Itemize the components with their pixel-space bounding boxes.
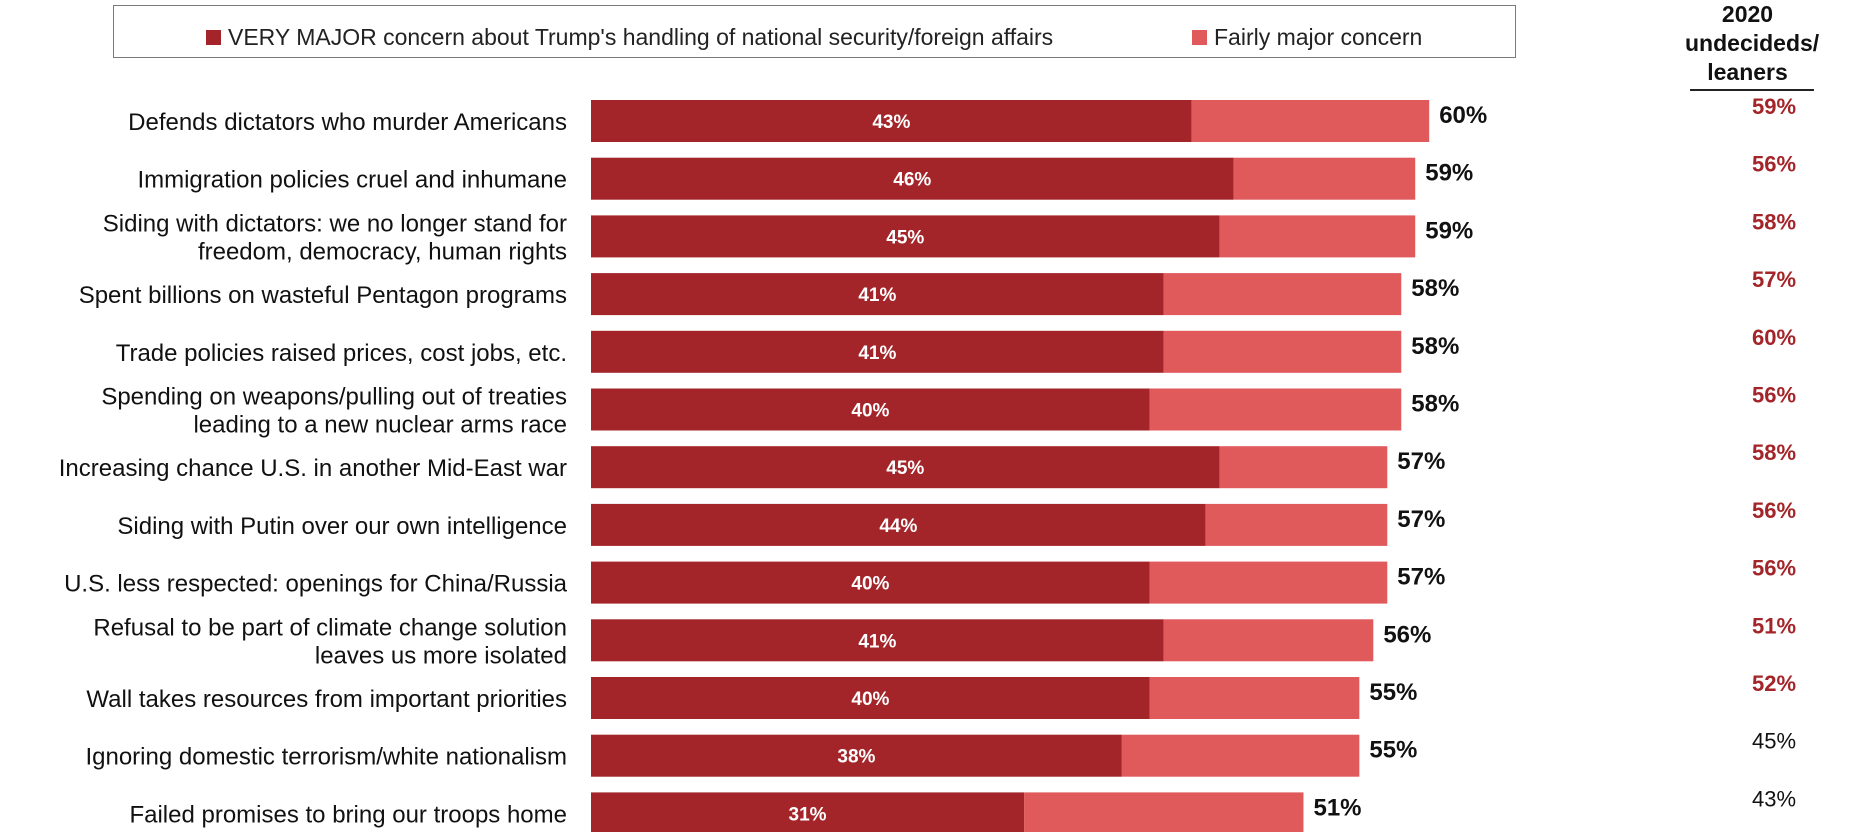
bar-value-label: 40% [851, 574, 889, 595]
undecided-value: 56% [1752, 383, 1796, 408]
category-label: Wall takes resources from important prio… [86, 686, 567, 713]
bar-value-label: 44% [879, 516, 917, 537]
bar-very-major [591, 388, 1150, 431]
legend-label-very-major: VERY MAJOR concern about Trump's handlin… [228, 24, 1054, 50]
undecided-value: 56% [1752, 498, 1796, 523]
bar-fairly-major [1149, 561, 1388, 604]
bar-total-label: 57% [1397, 506, 1445, 533]
legend-item-fairly-major: Fairly major concern [1192, 24, 1422, 51]
bar-fairly-major [1149, 677, 1360, 719]
side-header-line-1: 2020 [1721, 1, 1774, 27]
undecided-value: 56% [1752, 152, 1796, 177]
undecided-value: 51% [1752, 613, 1796, 638]
legend-item-very-major: VERY MAJOR concern about Trump's handlin… [206, 24, 1053, 51]
category-label: Increasing chance U.S. in another Mid-Ea… [59, 455, 567, 482]
bar-fairly-major [1163, 619, 1374, 662]
undecided-value: 57% [1752, 267, 1796, 292]
category-label: Immigration policies cruel and inhumane [137, 167, 567, 194]
bar-total-label: 58% [1411, 333, 1459, 360]
undecided-value: 59% [1752, 94, 1796, 119]
bar-fairly-major [1205, 503, 1388, 546]
bar-total-label: 57% [1397, 448, 1445, 475]
bar-value-label: 43% [872, 112, 910, 133]
bar-fairly-major [1163, 273, 1402, 316]
category-label: Failed promises to bring our troops home [129, 801, 567, 828]
bar-fairly-major [1191, 100, 1430, 142]
undecided-value: 45% [1752, 729, 1796, 754]
bar-total-label: 57% [1397, 564, 1445, 591]
bar-value-label: 31% [789, 804, 827, 825]
legend-swatch-fairly-major [1192, 30, 1207, 45]
bar-total-label: 55% [1369, 679, 1417, 706]
bar-value-label: 40% [851, 689, 889, 710]
undecided-value: 60% [1752, 325, 1796, 350]
category-label: Refusal to be part of climate change sol… [93, 614, 567, 641]
bar-total-label: 59% [1425, 217, 1473, 244]
bar-very-major [591, 157, 1234, 200]
undecided-value: 52% [1752, 671, 1796, 696]
bar-value-label: 38% [837, 747, 875, 768]
bar-total-label: 56% [1383, 621, 1431, 648]
category-label: Defends dictators who murder Americans [128, 109, 567, 136]
legend-label-fairly-major: Fairly major concern [1214, 24, 1423, 50]
bar-total-label: 55% [1369, 737, 1417, 764]
bar-fairly-major [1163, 330, 1402, 373]
bar-very-major [591, 446, 1220, 489]
bar-very-major [591, 561, 1150, 604]
category-label: Siding with Putin over our own intellige… [117, 513, 567, 540]
bar-very-major [591, 503, 1206, 546]
undecided-value: 58% [1752, 209, 1796, 234]
bar-value-label: 45% [886, 227, 924, 248]
bar-value-label: 45% [886, 458, 924, 479]
bar-value-label: 40% [851, 401, 889, 422]
bar-fairly-major [1024, 792, 1304, 832]
bar-fairly-major [1219, 446, 1388, 489]
side-column-header: 2020 undecideds/ leaners [1685, 0, 1820, 87]
bar-fairly-major [1149, 388, 1402, 431]
undecided-value: 43% [1752, 786, 1796, 811]
bar-very-major [591, 100, 1192, 142]
category-label: Spending on weapons/pulling out of treat… [101, 384, 567, 411]
bar-value-label: 41% [858, 343, 896, 364]
category-label: U.S. less respected: openings for China/… [64, 571, 568, 598]
side-header-rule [1690, 89, 1814, 91]
bar-total-label: 58% [1411, 391, 1459, 418]
category-label: Ignoring domestic terrorism/white nation… [85, 744, 567, 771]
side-header-line-3: leaners [1707, 59, 1788, 85]
category-label: Spent billions on wasteful Pentagon prog… [79, 282, 567, 309]
undecided-value: 56% [1752, 556, 1796, 581]
undecided-value: 58% [1752, 440, 1796, 465]
bar-very-major [591, 734, 1122, 777]
bar-value-label: 41% [858, 631, 896, 652]
bar-value-label: 41% [858, 285, 896, 306]
bar-very-major [591, 273, 1164, 316]
bar-very-major [591, 677, 1150, 719]
category-label: leading to a new nuclear arms race [193, 412, 567, 439]
legend: VERY MAJOR concern about Trump's handlin… [113, 5, 1516, 58]
side-header-line-2: undecideds/ [1685, 30, 1820, 56]
bar-total-label: 51% [1313, 794, 1361, 821]
category-label: Siding with dictators: we no longer stan… [103, 210, 567, 237]
legend-swatch-very-major [206, 30, 221, 45]
bar-fairly-major [1219, 215, 1416, 258]
bar-fairly-major [1121, 734, 1360, 777]
bar-very-major [591, 792, 1025, 832]
bar-total-label: 58% [1411, 275, 1459, 302]
bar-total-label: 60% [1439, 102, 1487, 129]
bar-very-major [591, 215, 1220, 258]
bar-very-major [591, 619, 1164, 662]
category-label: leaves us more isolated [315, 642, 567, 669]
bar-value-label: 46% [893, 170, 931, 191]
category-label: Trade policies raised prices, cost jobs,… [116, 340, 567, 367]
category-label: freedom, democracy, human rights [198, 238, 567, 265]
bar-fairly-major [1233, 157, 1416, 200]
bar-very-major [591, 330, 1164, 373]
bar-total-label: 59% [1425, 160, 1473, 187]
